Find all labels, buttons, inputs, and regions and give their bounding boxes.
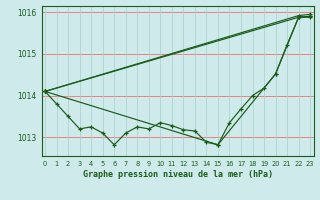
X-axis label: Graphe pression niveau de la mer (hPa): Graphe pression niveau de la mer (hPa) <box>83 170 273 179</box>
